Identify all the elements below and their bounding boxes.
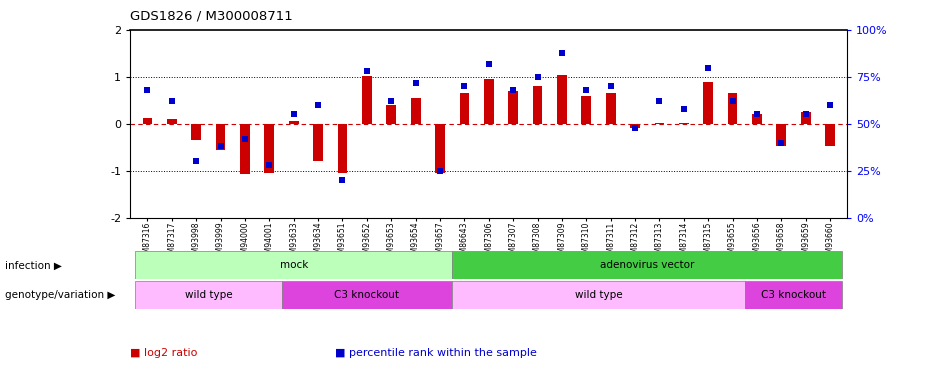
Bar	[630, 124, 640, 128]
Bar	[289, 122, 299, 124]
Text: C3 knockout: C3 knockout	[334, 290, 399, 300]
Bar	[825, 124, 835, 146]
Bar	[362, 76, 371, 124]
Text: genotype/variation ▶: genotype/variation ▶	[5, 290, 115, 300]
Bar	[216, 124, 225, 150]
Bar	[582, 96, 591, 124]
Text: GDS1826 / M300008711: GDS1826 / M300008711	[130, 9, 293, 22]
Bar	[728, 93, 737, 124]
Bar	[557, 75, 567, 124]
Bar	[460, 93, 469, 124]
Bar	[776, 124, 787, 146]
Bar	[240, 124, 250, 174]
Text: adenovirus vector: adenovirus vector	[600, 260, 695, 270]
Bar	[606, 93, 615, 124]
Bar	[135, 281, 281, 309]
Bar	[411, 98, 421, 124]
Text: ■ log2 ratio: ■ log2 ratio	[130, 348, 197, 357]
Text: mock: mock	[279, 260, 308, 270]
Bar	[386, 105, 396, 124]
Bar	[508, 91, 518, 124]
Bar	[679, 123, 689, 124]
Bar	[654, 123, 665, 124]
Bar	[452, 251, 843, 279]
Text: wild type: wild type	[184, 290, 232, 300]
Bar	[452, 281, 745, 309]
Bar	[264, 124, 275, 173]
Text: infection ▶: infection ▶	[5, 260, 61, 270]
Bar	[281, 281, 452, 309]
Text: wild type: wild type	[574, 290, 622, 300]
Bar	[533, 86, 543, 124]
Bar	[752, 114, 762, 124]
Bar	[745, 281, 843, 309]
Bar	[801, 112, 811, 124]
Bar	[142, 118, 153, 124]
Bar	[338, 124, 347, 173]
Text: C3 knockout: C3 knockout	[761, 290, 826, 300]
Text: ■ percentile rank within the sample: ■ percentile rank within the sample	[335, 348, 537, 357]
Bar	[703, 82, 713, 124]
Bar	[167, 119, 177, 124]
Bar	[191, 124, 201, 140]
Bar	[435, 124, 445, 173]
Bar	[484, 79, 493, 124]
Bar	[135, 251, 452, 279]
Bar	[313, 124, 323, 161]
